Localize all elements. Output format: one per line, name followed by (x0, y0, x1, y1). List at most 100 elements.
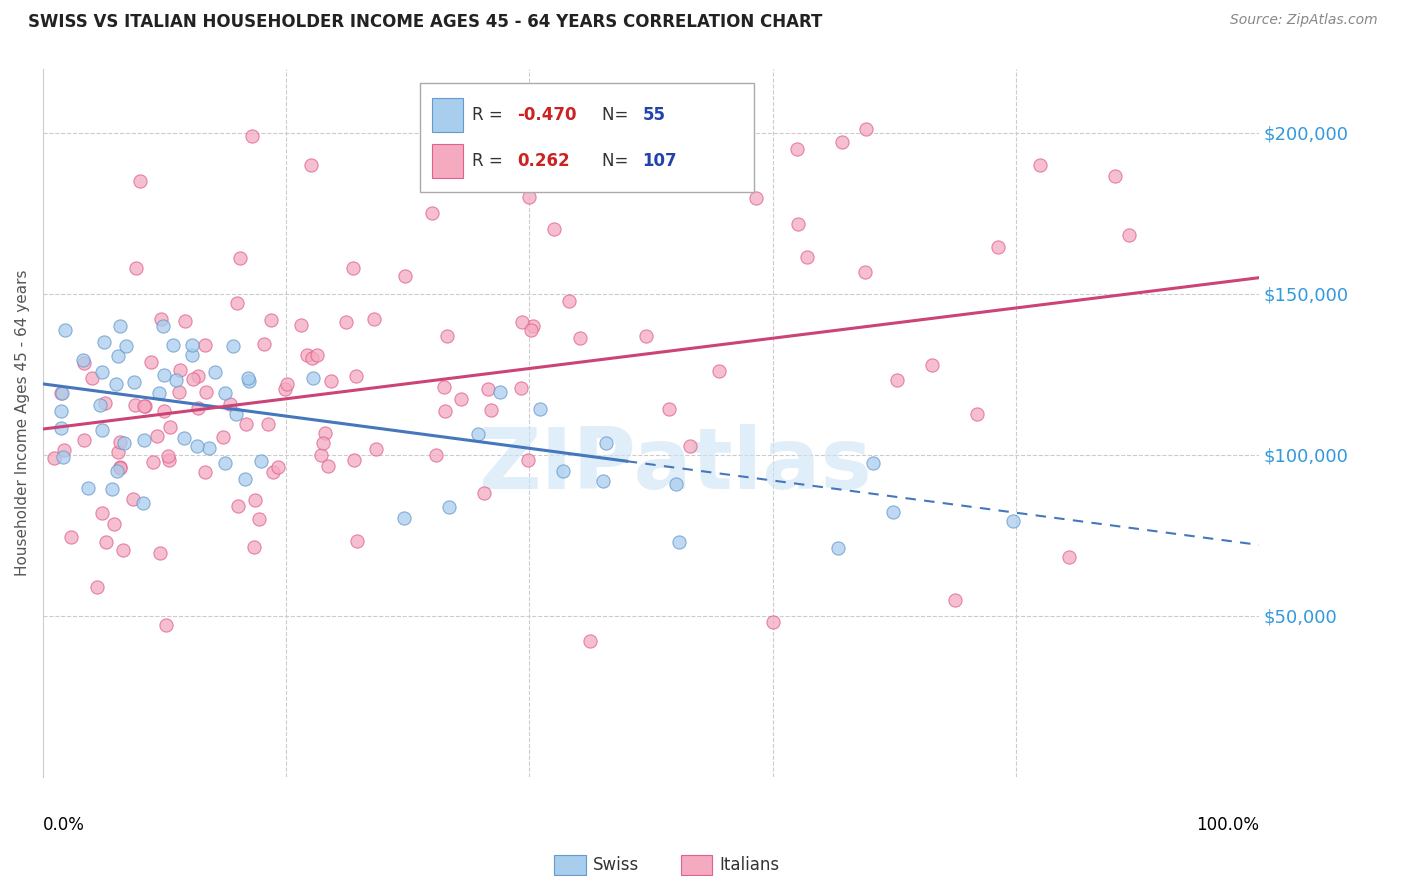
Point (157, 453, 180, 467)
Point (53, 442, 76, 457)
Point (425, 448, 447, 462)
Text: N=: N= (602, 106, 634, 124)
Point (159, 420, 181, 434)
Point (543, 222, 565, 236)
Point (267, 459, 290, 474)
Point (162, 338, 184, 352)
Point (225, 407, 247, 421)
Point (49, 421, 72, 435)
Point (262, 465, 284, 479)
Point (112, 543, 135, 558)
Point (679, 439, 702, 453)
Point (134, 433, 156, 447)
Point (568, 331, 591, 345)
Point (181, 338, 204, 352)
Point (108, 434, 131, 449)
Point (49, 404, 72, 418)
Point (235, 417, 257, 432)
Point (744, 191, 766, 205)
Point (173, 431, 195, 445)
Point (187, 369, 209, 384)
Point (149, 546, 172, 560)
Point (73, 434, 96, 448)
Point (827, 541, 849, 555)
Point (91, 365, 114, 379)
Point (290, 318, 312, 332)
Point (342, 261, 364, 276)
Text: Italians: Italians (720, 856, 780, 874)
Point (243, 492, 266, 507)
Point (194, 338, 217, 352)
Point (198, 441, 221, 455)
Point (142, 455, 165, 469)
Point (187, 401, 209, 415)
Point (509, 381, 531, 395)
Point (433, 404, 456, 418)
Point (321, 374, 343, 388)
Bar (432, 145, 463, 178)
Point (479, 403, 502, 417)
Text: ZIPatlas: ZIPatlas (478, 424, 872, 507)
Point (141, 355, 163, 369)
Text: 100.0%: 100.0% (1197, 815, 1258, 833)
Point (240, 129, 263, 144)
Point (153, 404, 176, 418)
Point (51, 386, 73, 401)
Point (595, 436, 617, 450)
Point (519, 190, 541, 204)
Point (218, 397, 240, 411)
Point (343, 453, 366, 467)
Point (253, 336, 276, 351)
Point (488, 385, 510, 400)
Point (53, 322, 76, 336)
Point (152, 318, 174, 333)
Point (437, 500, 460, 514)
Point (316, 458, 339, 473)
Point (274, 382, 297, 396)
Point (636, 329, 658, 343)
Point (94, 396, 117, 410)
Text: 55: 55 (643, 106, 665, 124)
Point (477, 382, 499, 396)
Point (181, 347, 204, 361)
Point (886, 373, 908, 387)
Point (297, 347, 319, 361)
Point (90, 423, 112, 437)
Point (529, 402, 551, 417)
Y-axis label: Householder Income Ages 45 - 64 years: Householder Income Ages 45 - 64 years (15, 269, 30, 576)
Text: Swiss: Swiss (593, 856, 640, 874)
Point (557, 293, 579, 308)
Point (94, 535, 117, 549)
Point (855, 122, 877, 136)
Text: 0.262: 0.262 (517, 152, 569, 169)
Point (516, 453, 538, 467)
Point (229, 251, 252, 265)
Point (235, 472, 257, 486)
Point (987, 240, 1010, 254)
Point (1104, 169, 1126, 183)
Point (125, 261, 148, 276)
Point (249, 454, 271, 468)
Point (73, 356, 96, 370)
Point (364, 442, 387, 456)
Point (238, 374, 260, 388)
Point (77, 481, 100, 495)
Text: 0.0%: 0.0% (44, 815, 86, 833)
Point (110, 318, 132, 333)
Point (132, 496, 155, 510)
Point (831, 135, 853, 149)
Point (1001, 514, 1024, 528)
Point (103, 517, 125, 532)
Point (346, 533, 368, 548)
Point (301, 351, 323, 366)
Point (52, 450, 75, 464)
Text: R =: R = (472, 106, 509, 124)
Point (1118, 228, 1140, 243)
Point (226, 499, 249, 513)
Point (257, 417, 280, 431)
Point (307, 348, 329, 362)
Point (195, 385, 218, 400)
Point (247, 512, 270, 526)
Point (420, 206, 443, 220)
Point (114, 339, 136, 353)
